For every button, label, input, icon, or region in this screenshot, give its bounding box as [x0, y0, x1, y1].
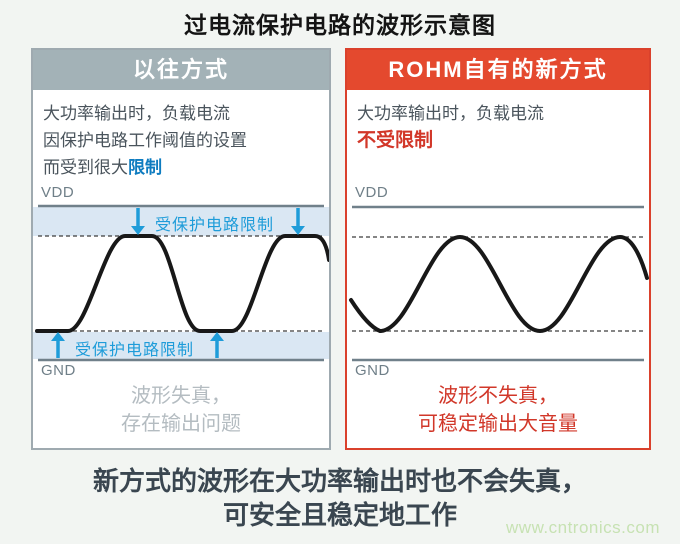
panel-legacy-description: 大功率输出时，负载电流 因保护电路工作阈值的设置 而受到很大限制	[43, 100, 247, 181]
panel-rohm-new: ROHM自有的新方式 大功率输出时，负载电流 不受限制 VDD GND 波形不失真…	[345, 48, 651, 450]
up-arrow-icon	[210, 332, 224, 358]
footer-summary: 新方式的波形在大功率输出时也不会失真， 可安全且稳定地工作	[0, 464, 680, 532]
legacy-desc-line1: 大功率输出时，负载电流	[43, 104, 230, 123]
down-arrow-icon	[131, 208, 145, 235]
footer-line1: 新方式的波形在大功率输出时也不会失真，	[92, 466, 587, 496]
panel-legacy-header: 以往方式	[33, 50, 329, 90]
watermark-url: www.cntronics.com	[506, 518, 660, 537]
panel-rohm-header: ROHM自有的新方式	[347, 50, 649, 90]
gnd-label: GND	[41, 362, 76, 379]
footer-line2: 可安全且稳定地工作	[222, 500, 457, 530]
bottom-limit-label: 受保护电路限制	[75, 342, 195, 359]
gnd-label: GND	[355, 362, 390, 379]
down-arrow-icon	[291, 208, 305, 235]
legacy-desc-highlight: 限制	[128, 158, 162, 177]
bottom-limit-band	[33, 332, 329, 359]
clipped-waveform-path	[35, 234, 329, 333]
legacy-waveform-chart	[33, 204, 329, 362]
panel-legacy: 以往方式 大功率输出时，负载电流 因保护电路工作阈值的设置 而受到很大限制	[31, 48, 331, 450]
rohm-desc-line1: 大功率输出时，负载电流	[357, 104, 544, 123]
legacy-desc-line3: 而受到很大	[43, 158, 128, 177]
page-title: 过电流保护电路的波形示意图	[184, 12, 496, 38]
top-limit-label: 受保护电路限制	[155, 217, 275, 234]
up-arrow-icon	[51, 332, 65, 358]
legacy-desc-line2: 因保护电路工作阈值的设置	[43, 131, 247, 150]
rohm-desc-highlight: 不受限制	[357, 130, 434, 151]
sine-waveform-path	[349, 234, 649, 334]
top-limit-band	[33, 207, 329, 236]
rohm-caption: 波形不失真， 可稳定输出大音量	[418, 385, 578, 435]
panel-rohm-description: 大功率输出时，负载电流 不受限制	[357, 100, 544, 154]
vdd-label: VDD	[355, 184, 389, 201]
vdd-label: VDD	[41, 184, 75, 201]
legacy-caption: 波形失真， 存在输出问题	[121, 385, 241, 435]
rohm-waveform-chart	[349, 205, 649, 362]
